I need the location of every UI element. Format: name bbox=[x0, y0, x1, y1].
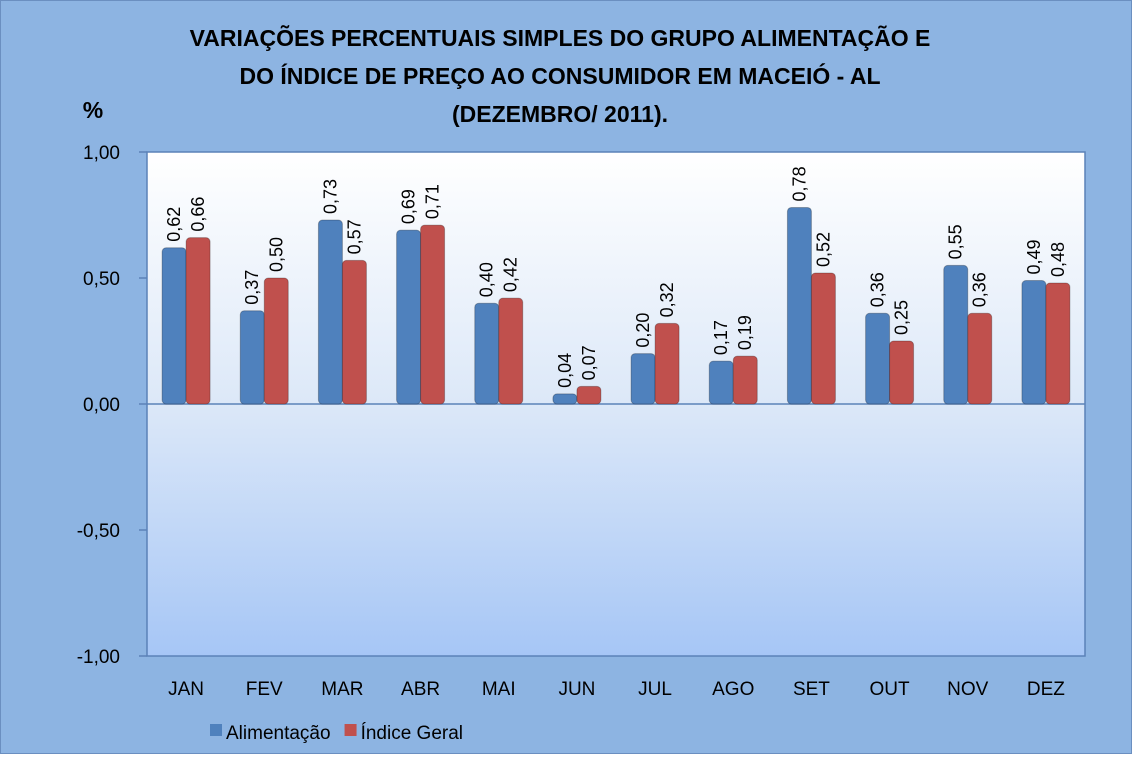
bar bbox=[498, 297, 524, 405]
data-label: 0,55 bbox=[946, 224, 966, 259]
y-tick-label: 0,50 bbox=[83, 269, 120, 290]
data-label: 0,57 bbox=[344, 219, 364, 254]
data-label: 0,04 bbox=[555, 353, 575, 388]
bar bbox=[317, 219, 343, 405]
data-label: 0,36 bbox=[868, 272, 888, 307]
legend-label: Alimentação bbox=[226, 723, 331, 744]
data-label: 0,19 bbox=[735, 315, 755, 350]
x-tick-label: JAN bbox=[168, 679, 204, 700]
bar bbox=[1021, 280, 1047, 405]
bar bbox=[420, 224, 446, 405]
x-tick-label: DEZ bbox=[1027, 679, 1065, 700]
x-tick-label: FEV bbox=[246, 679, 283, 700]
bar bbox=[1045, 282, 1071, 405]
data-label: 0,25 bbox=[892, 300, 912, 335]
chart-title: (DEZEMBRO/ 2011). bbox=[452, 101, 668, 127]
data-label: 0,62 bbox=[164, 207, 184, 242]
x-tick-label: ABR bbox=[401, 679, 440, 700]
legend-label: Índice Geral bbox=[361, 723, 463, 744]
data-label: 0,36 bbox=[970, 272, 990, 307]
y-tick-label: 1,00 bbox=[83, 143, 120, 164]
data-label: 0,73 bbox=[320, 179, 340, 214]
x-tick-label: MAI bbox=[482, 679, 516, 700]
data-label: 0,48 bbox=[1048, 242, 1068, 277]
data-label: 0,78 bbox=[789, 166, 809, 201]
data-label: 0,07 bbox=[579, 345, 599, 380]
data-label: 0,49 bbox=[1024, 239, 1044, 274]
bar bbox=[341, 259, 367, 405]
bar bbox=[889, 340, 915, 405]
x-tick-label: NOV bbox=[947, 679, 989, 700]
y-axis-label: % bbox=[83, 97, 103, 123]
chart-title: VARIAÇÕES PERCENTUAIS SIMPLES DO GRUPO A… bbox=[190, 24, 931, 51]
bar bbox=[943, 264, 969, 405]
bar bbox=[185, 237, 211, 405]
x-tick-label: JUN bbox=[558, 679, 595, 700]
data-label: 0,37 bbox=[242, 270, 262, 305]
bar bbox=[552, 393, 578, 405]
data-label: 0,40 bbox=[477, 262, 497, 297]
legend-swatch bbox=[344, 724, 357, 736]
bar bbox=[732, 355, 758, 405]
bar bbox=[865, 312, 891, 405]
data-label: 0,52 bbox=[813, 232, 833, 267]
bar bbox=[654, 322, 680, 405]
bar bbox=[161, 247, 187, 405]
data-label: 0,20 bbox=[633, 313, 653, 348]
x-tick-label: SET bbox=[793, 679, 830, 700]
bar bbox=[708, 360, 734, 405]
data-label: 0,17 bbox=[711, 320, 731, 355]
bar bbox=[786, 206, 812, 405]
x-tick-label: JUL bbox=[638, 679, 672, 700]
data-label: 0,50 bbox=[266, 237, 286, 272]
y-tick-label: -1,00 bbox=[77, 647, 120, 668]
data-label: 0,32 bbox=[657, 282, 677, 317]
data-label: 0,69 bbox=[399, 189, 419, 224]
x-tick-label: MAR bbox=[321, 679, 363, 700]
bar bbox=[810, 272, 836, 405]
bar bbox=[263, 277, 289, 405]
bar bbox=[239, 310, 265, 405]
x-tick-label: OUT bbox=[870, 679, 911, 700]
data-label: 0,71 bbox=[423, 184, 443, 219]
bar bbox=[630, 353, 656, 405]
y-tick-label: -0,50 bbox=[77, 521, 120, 542]
chart-title: DO ÍNDICE DE PREÇO AO CONSUMIDOR EM MACE… bbox=[239, 62, 880, 89]
bar bbox=[967, 312, 993, 405]
bar bbox=[474, 302, 500, 405]
data-label: 0,66 bbox=[188, 197, 208, 232]
data-label: 0,42 bbox=[501, 257, 521, 292]
bar bbox=[576, 385, 602, 405]
legend-swatch bbox=[210, 724, 222, 736]
x-tick-label: AGO bbox=[712, 679, 754, 700]
y-tick-label: 0,00 bbox=[83, 395, 120, 416]
bar bbox=[396, 229, 422, 405]
